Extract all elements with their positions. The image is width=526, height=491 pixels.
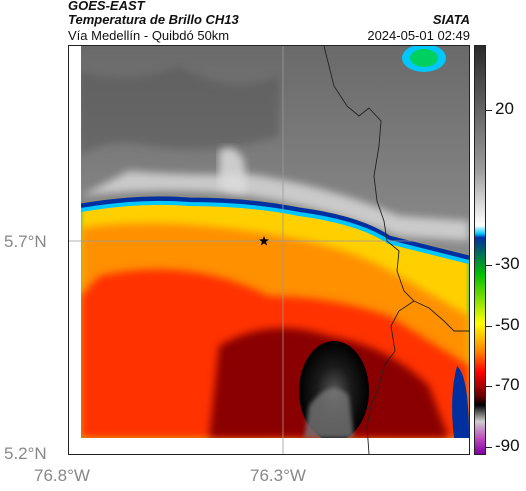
colorbar-tick-minus-30: -30 xyxy=(495,254,520,273)
colorbar-tick-minus-90: -90 xyxy=(495,436,520,455)
lat-label-5-2: 5.2°N xyxy=(4,444,47,463)
product-title: Temperatura de Brillo CH13 xyxy=(68,12,239,27)
colorbar xyxy=(474,45,486,455)
colorbar-tick-minus-70: -70 xyxy=(495,375,520,394)
lon-label-76-8: 76.8°W xyxy=(34,466,90,485)
cloud-field xyxy=(69,46,469,454)
colorbar-tick-minus-50: -50 xyxy=(495,315,520,334)
agency-name: SIATA xyxy=(432,12,470,27)
star-icon xyxy=(259,236,269,246)
region-subtitle: Vía Medellín - Quibdó 50km xyxy=(68,28,230,43)
lon-label-76-3: 76.3°W xyxy=(250,466,306,485)
timestamp: 2024-05-01 02:49 xyxy=(367,28,470,43)
lat-label-5-7: 5.7°N xyxy=(4,232,47,251)
satellite-name: GOES-EAST xyxy=(68,0,145,13)
boundary-line xyxy=(323,46,415,454)
satellite-map[interactable] xyxy=(68,45,470,455)
colorbar-tick-20: 20 xyxy=(495,99,514,118)
